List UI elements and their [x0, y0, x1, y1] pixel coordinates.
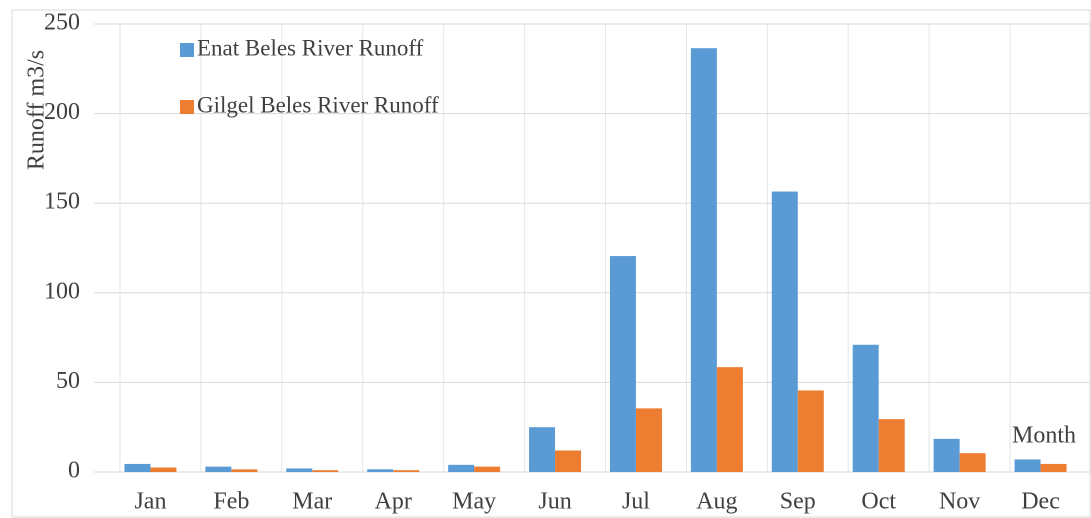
- bar: [635, 408, 662, 472]
- bar: [1014, 459, 1041, 472]
- x-axis-label: Month: [1012, 423, 1076, 449]
- bar: [448, 464, 475, 472]
- legend-label: Enat Beles River Runoff: [197, 35, 424, 60]
- x-tick-label: Feb: [213, 489, 249, 515]
- bar: [231, 469, 258, 472]
- bar: [1040, 463, 1067, 472]
- bar: [205, 466, 232, 472]
- x-tick-label: Jul: [622, 489, 650, 515]
- bar: [367, 469, 394, 472]
- bar: [529, 427, 556, 472]
- bar: [150, 467, 177, 472]
- x-tick-label: Mar: [292, 489, 332, 515]
- bar: [393, 470, 420, 472]
- bar: [609, 256, 636, 472]
- bar: [959, 453, 986, 472]
- bar: [474, 466, 501, 472]
- y-axis-label: Runoff m3/s: [24, 50, 50, 170]
- y-tick-label: 50: [56, 368, 80, 394]
- x-tick-label: Apr: [375, 489, 412, 515]
- bar: [878, 419, 905, 472]
- y-tick-label: 100: [44, 278, 80, 304]
- bar: [690, 48, 717, 472]
- x-tick-label: May: [452, 489, 496, 515]
- x-tick-label: Aug: [696, 489, 737, 515]
- bar: [555, 450, 582, 472]
- bar: [124, 463, 151, 472]
- legend-swatch: [180, 100, 194, 114]
- bar: [933, 438, 960, 472]
- x-tick-label: Oct: [861, 489, 896, 515]
- y-tick-label: 250: [44, 10, 80, 36]
- bar: [716, 367, 743, 472]
- bar: [312, 470, 339, 472]
- bar: [797, 390, 824, 472]
- chart-frame: [11, 9, 1091, 518]
- x-tick-label: Dec: [1021, 489, 1060, 515]
- y-tick-label: 200: [44, 99, 80, 125]
- bar: [286, 468, 313, 472]
- legend-label: Gilgel Beles River Runoff: [197, 92, 439, 117]
- legend-swatch: [180, 43, 194, 57]
- x-tick-label: Sep: [780, 489, 816, 515]
- bar: [852, 344, 879, 472]
- bar: [771, 191, 798, 472]
- x-tick-label: Jun: [538, 489, 571, 515]
- x-tick-label: Jan: [134, 489, 166, 515]
- x-tick-label: Nov: [939, 489, 980, 515]
- y-tick-label: 150: [44, 189, 80, 215]
- y-tick-label: 0: [68, 458, 80, 484]
